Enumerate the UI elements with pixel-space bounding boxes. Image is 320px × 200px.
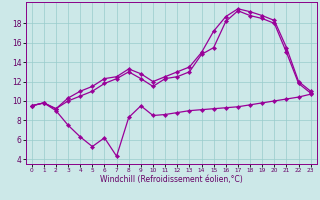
X-axis label: Windchill (Refroidissement éolien,°C): Windchill (Refroidissement éolien,°C) xyxy=(100,175,243,184)
